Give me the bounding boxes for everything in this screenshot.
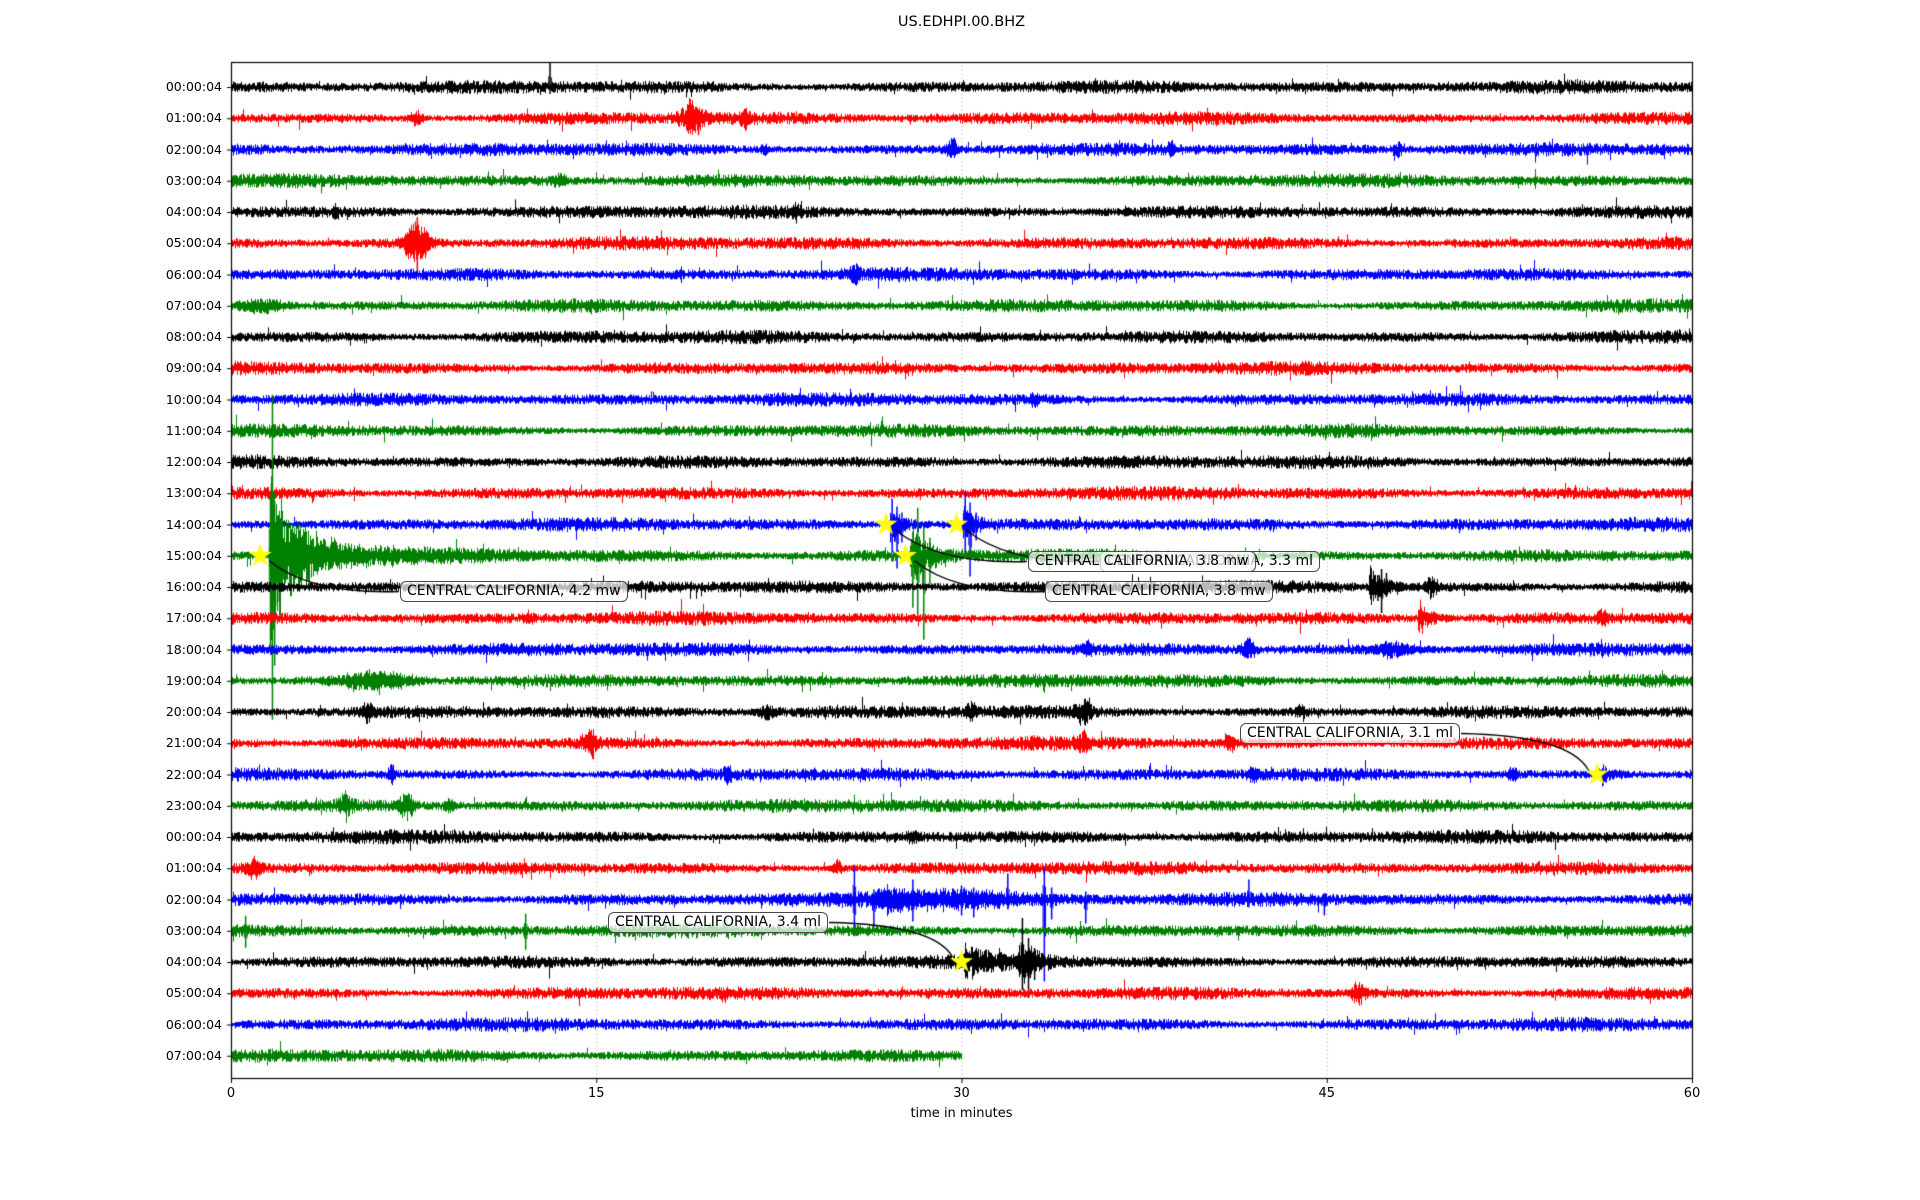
row-time-label: 05:00:04 <box>165 985 222 1001</box>
row-time-label: 00:00:04 <box>165 829 222 844</box>
row-time-label: 09:00:04 <box>165 360 222 376</box>
row-time-label: 06:00:04 <box>165 266 222 282</box>
row-time-label: 11:00:04 <box>165 422 222 438</box>
x-tick-label: 15 <box>587 1086 605 1101</box>
row-time-label: 03:00:04 <box>165 922 222 938</box>
x-axis-label: time in minutes <box>910 1106 1013 1121</box>
row-time-label: 04:00:04 <box>165 954 222 969</box>
row-time-label: 07:00:04 <box>165 1047 222 1063</box>
row-time-label: 19:00:04 <box>165 672 222 688</box>
event-annotation: CENTRAL CALIFORNIA, 3.1 ml <box>1240 723 1461 744</box>
x-tick-label: 45 <box>1318 1086 1336 1101</box>
row-time-label: 03:00:04 <box>165 172 222 188</box>
row-time-label: 22:00:04 <box>165 766 222 782</box>
event-annotation: CENTRAL CALIFORNIA, 3.8 mw <box>1028 551 1256 572</box>
row-time-label: 18:00:04 <box>165 641 222 657</box>
row-time-label: 07:00:04 <box>165 297 222 313</box>
row-time-label: 08:00:04 <box>165 329 222 344</box>
row-time-label: 02:00:04 <box>165 141 222 157</box>
row-time-label: 04:00:04 <box>165 204 222 219</box>
row-time-label: 15:00:04 <box>165 547 222 563</box>
event-annotation: CENTRAL CALIFORNIA, 3.8 mw <box>1045 581 1273 602</box>
row-time-label: 17:00:04 <box>165 610 222 626</box>
row-time-label: 00:00:04 <box>165 79 222 94</box>
row-time-label: 23:00:04 <box>165 797 222 813</box>
row-time-label: 01:00:04 <box>165 110 222 126</box>
row-time-label: 05:00:04 <box>165 235 222 251</box>
x-tick-label: 30 <box>953 1086 970 1101</box>
x-tick-label: 0 <box>226 1086 236 1101</box>
row-time-label: 12:00:04 <box>165 454 222 469</box>
plot-title: US.EDHPI.00.BHZ <box>897 14 1026 30</box>
row-time-label: 21:00:04 <box>165 735 222 751</box>
row-time-label: 14:00:04 <box>165 516 222 532</box>
event-annotation: CENTRAL CALIFORNIA, 4.2 mw <box>400 581 628 602</box>
x-tick-label: 60 <box>1683 1086 1701 1101</box>
row-time-label: 06:00:04 <box>165 1016 222 1032</box>
row-time-label: 13:00:04 <box>165 485 222 501</box>
row-time-label: 10:00:04 <box>165 391 222 407</box>
row-time-label: 16:00:04 <box>165 579 222 594</box>
event-annotation: CENTRAL CALIFORNIA, 3.4 ml <box>608 912 829 933</box>
row-time-label: 02:00:04 <box>165 891 222 907</box>
row-time-label: 20:00:04 <box>165 704 222 719</box>
row-time-label: 01:00:04 <box>165 860 222 876</box>
